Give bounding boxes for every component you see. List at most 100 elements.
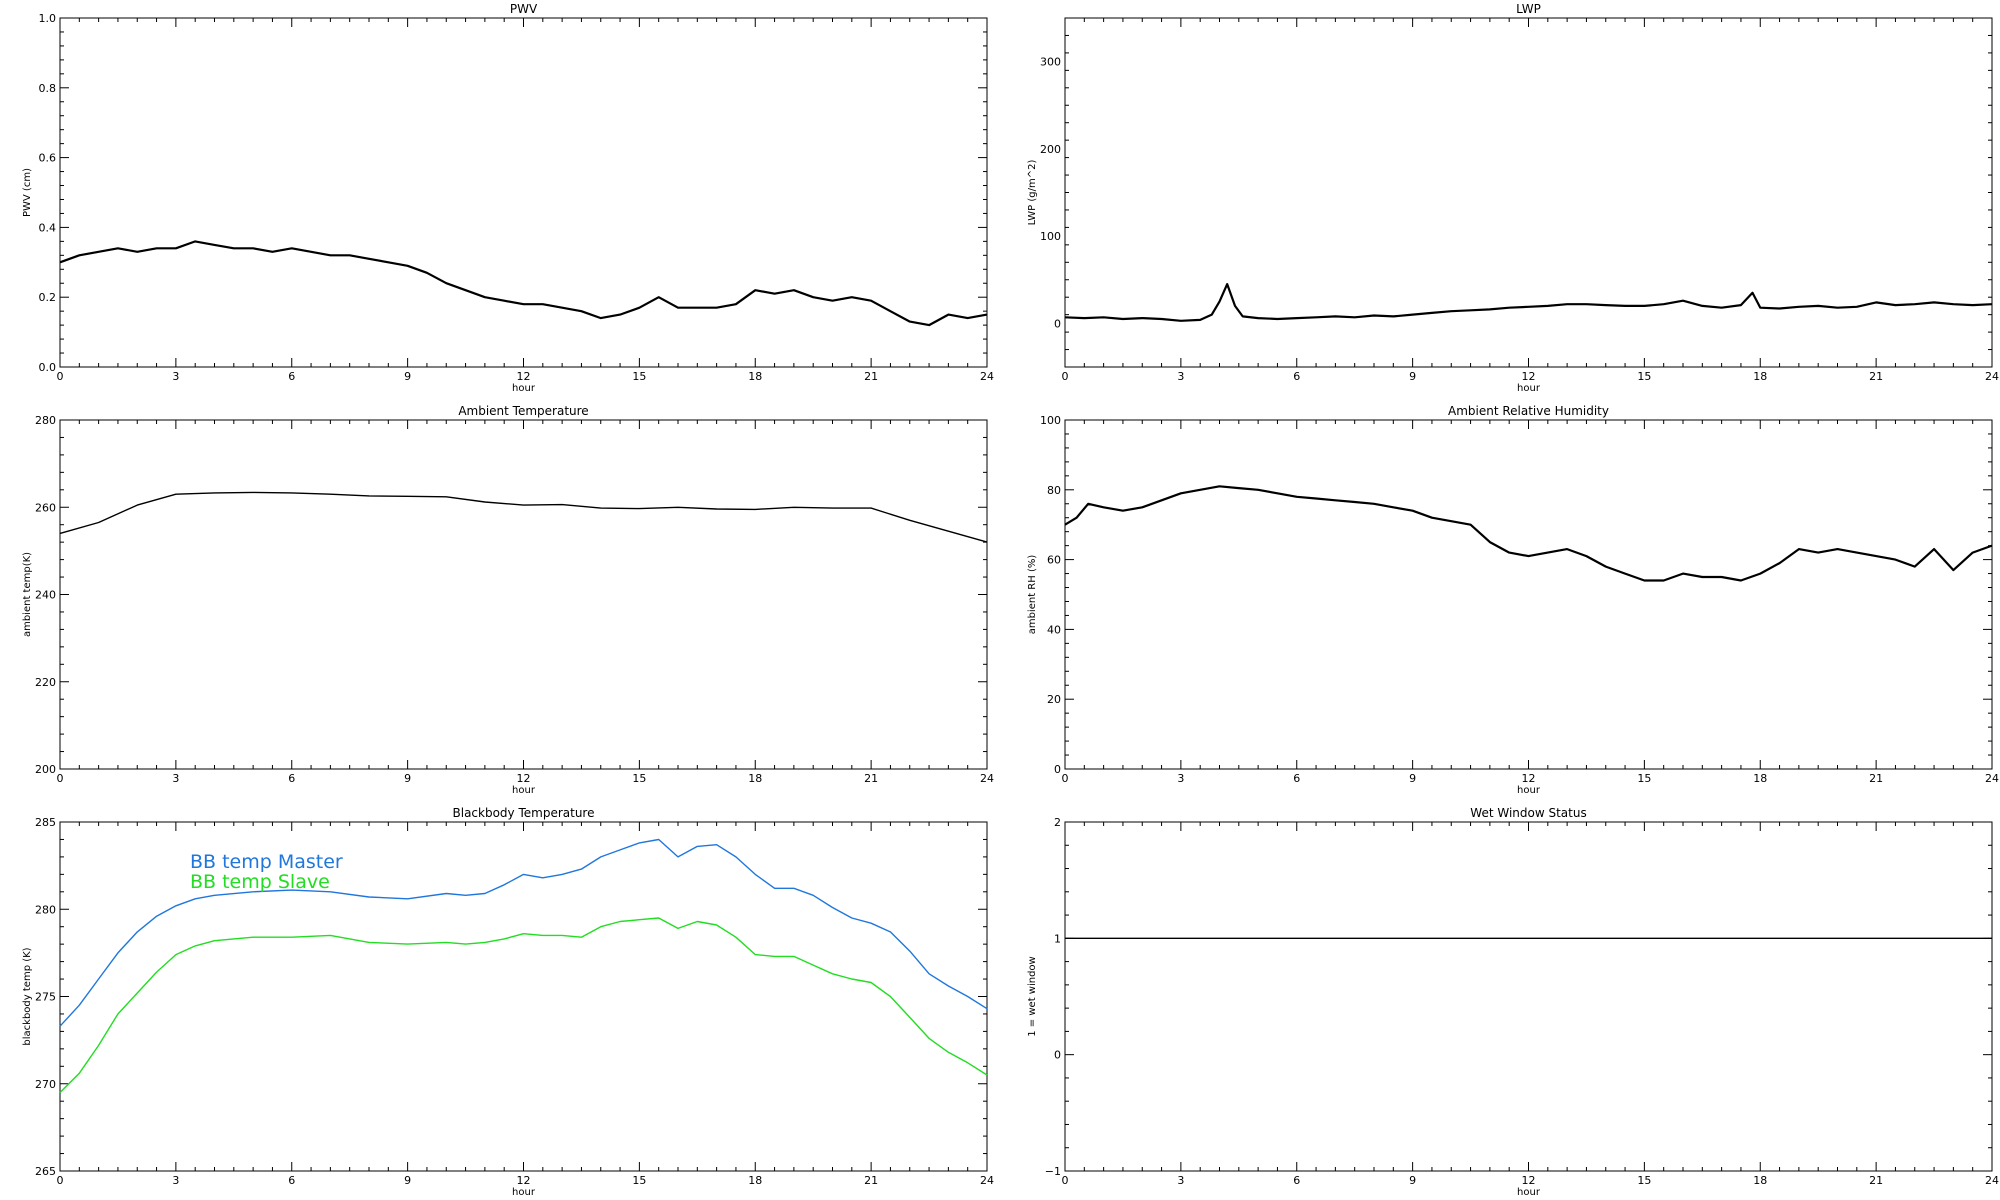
ambient-rh-xtick-label: 3	[1177, 772, 1184, 785]
pwv-ytick-label: 0.2	[39, 291, 57, 304]
pwv-xtick-label: 3	[172, 370, 179, 383]
wet-window-xtick-label: 21	[1869, 1174, 1883, 1187]
wet-window-y-axis-label: 1 = wet window	[1027, 956, 1038, 1036]
ambient-rh-title: Ambient Relative Humidity	[1448, 404, 1609, 418]
bb-temp-ytick-label: 285	[35, 816, 56, 829]
bb-temp-ytick-label: 275	[35, 991, 56, 1004]
pwv-xtick-label: 0	[57, 370, 64, 383]
pwv-plot-frame	[59, 17, 988, 368]
ambient-temp-xtick-label: 9	[404, 772, 411, 785]
bb-temp-xtick-label: 3	[172, 1174, 179, 1187]
ambient-temp-ytick-label: 280	[35, 414, 56, 427]
pwv-ytick-label: 0.4	[39, 221, 57, 234]
ambient-temp-xtick-label: 18	[748, 772, 762, 785]
bb-temp-xtick-label: 15	[632, 1174, 646, 1187]
bb-temp-xtick-label: 9	[404, 1174, 411, 1187]
wet-window-xtick-label: 15	[1637, 1174, 1651, 1187]
lwp-xtick-label: 12	[1522, 370, 1536, 383]
ambient-temp-xtick-label: 24	[980, 772, 994, 785]
lwp-y-axis-label: LWP (g/m^2)	[1027, 160, 1038, 226]
ambient-rh-xtick-label: 6	[1293, 772, 1300, 785]
ambient-rh-ytick-label: 20	[1047, 693, 1061, 706]
ambient-temp-ytick-label: 260	[35, 501, 56, 514]
pwv-ytick-label: 0.0	[39, 361, 57, 374]
lwp-x-axis-label: hour	[1517, 383, 1541, 394]
lwp-xtick-label: 18	[1753, 370, 1767, 383]
pwv-xtick-label: 9	[404, 370, 411, 383]
lwp-xtick-label: 24	[1985, 370, 1999, 383]
ambient-temp-x-axis-label: hour	[512, 785, 536, 796]
ambient-temp-xtick-label: 15	[632, 772, 646, 785]
ambient-rh-xtick-label: 9	[1409, 772, 1416, 785]
pwv-y-axis-label: PWV (cm)	[22, 168, 33, 217]
ambient-rh-ytick-label: 60	[1047, 554, 1061, 567]
bb-temp-legend-entry-1: BB temp Slave	[190, 871, 330, 893]
lwp-panel: LWP 0 3 6 9 12 15 18 21 24 hour 0 100 200 300 LWP (g/m^…	[1027, 2, 1999, 394]
pwv-title: PWV	[510, 2, 538, 16]
ambient-temp-panel: Ambient Temperature 0 3 6 9 12 15 18 21 24 hour 200…	[22, 404, 994, 796]
bb-temp-y-axis-label: blackbody temp (K)	[22, 947, 33, 1045]
lwp-title: LWP	[1516, 2, 1541, 16]
bb-temp-series-0-line	[59, 838, 988, 1027]
lwp-ytick-label: 200	[1040, 143, 1061, 156]
ambient-rh-y-axis-label: ambient RH (%)	[1027, 555, 1038, 635]
pwv-ytick-label: 0.6	[39, 152, 57, 165]
lwp-ytick-label: 0	[1054, 317, 1061, 330]
wet-window-xtick-label: 24	[1985, 1174, 1999, 1187]
ambient-temp-title: Ambient Temperature	[458, 404, 588, 418]
lwp-xtick-label: 9	[1409, 370, 1416, 383]
bb-temp-xtick-label: 12	[517, 1174, 531, 1187]
bb-temp-x-axis-label: hour	[512, 1187, 536, 1198]
pwv-xtick-label: 21	[864, 370, 878, 383]
ambient-rh-series-0-line	[1064, 485, 1993, 582]
pwv-xtick-label: 12	[517, 370, 531, 383]
ambient-rh-xtick-label: 21	[1869, 772, 1883, 785]
pwv-ytick-label: 1.0	[39, 12, 57, 25]
lwp-xtick-label: 15	[1637, 370, 1651, 383]
pwv-xtick-label: 18	[748, 370, 762, 383]
lwp-xtick-label: 0	[1062, 370, 1069, 383]
lwp-xtick-label: 3	[1177, 370, 1184, 383]
pwv-series-0-line	[59, 240, 988, 327]
lwp-series-0-line	[1064, 283, 1993, 322]
ambient-rh-ytick-label: 100	[1040, 414, 1061, 427]
wet-window-x-axis-label: hour	[1517, 1187, 1541, 1198]
ambient-rh-ytick-label: 0	[1054, 763, 1061, 776]
ambient-temp-xtick-label: 12	[517, 772, 531, 785]
lwp-xtick-label: 6	[1293, 370, 1300, 383]
wet-window-xtick-label: 3	[1177, 1174, 1184, 1187]
wet-window-title: Wet Window Status	[1470, 806, 1586, 820]
ambient-temp-xtick-label: 0	[57, 772, 64, 785]
bb-temp-legend-entry-0: BB temp Master	[190, 851, 343, 873]
bb-temp-title: Blackbody Temperature	[453, 806, 595, 820]
lwp-ytick-label: 100	[1040, 230, 1061, 243]
bb-temp-xtick-label: 18	[748, 1174, 762, 1187]
ambient-temp-ytick-label: 240	[35, 589, 56, 602]
wet-window-xtick-label: 6	[1293, 1174, 1300, 1187]
wet-window-xtick-label: 18	[1753, 1174, 1767, 1187]
pwv-xtick-label: 6	[288, 370, 295, 383]
ambient-temp-xtick-label: 3	[172, 772, 179, 785]
wet-window-plot-frame	[1064, 821, 1993, 1172]
ambient-rh-xtick-label: 12	[1522, 772, 1536, 785]
ambient-temp-plot-frame	[59, 419, 988, 770]
bb-temp-series-1-line	[59, 917, 988, 1093]
bb-temp-xtick-label: 21	[864, 1174, 878, 1187]
bb-temp-xtick-label: 6	[288, 1174, 295, 1187]
ambient-rh-xtick-label: 24	[1985, 772, 1999, 785]
wet-window-ytick-label: 0	[1054, 1049, 1061, 1062]
ambient-rh-panel: Ambient Relative Humidity 0 3 6 9 12 15 18 21 24 h…	[1027, 404, 1999, 796]
ambient-temp-series-0-line	[59, 491, 988, 543]
ambient-rh-xtick-label: 15	[1637, 772, 1651, 785]
ambient-rh-ytick-label: 40	[1047, 623, 1061, 636]
bb-temp-panel: Blackbody Temperature 0 3 6 9 12 15 18 21 24 hour 2…	[22, 806, 994, 1198]
ambient-temp-y-axis-label: ambient temp(K)	[22, 552, 33, 637]
ambient-temp-ytick-label: 200	[35, 763, 56, 776]
wet-window-xtick-label: 9	[1409, 1174, 1416, 1187]
wet-window-ytick-label: −1	[1045, 1165, 1061, 1178]
bb-temp-xtick-label: 24	[980, 1174, 994, 1187]
pwv-xtick-label: 15	[632, 370, 646, 383]
bb-temp-xtick-label: 0	[57, 1174, 64, 1187]
